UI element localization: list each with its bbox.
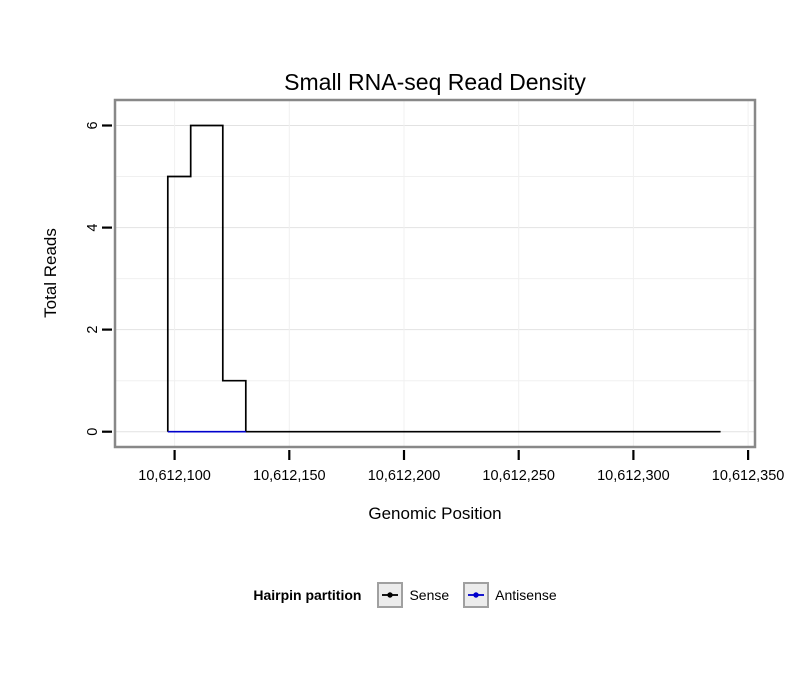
y-tick-label: 6 bbox=[85, 121, 101, 129]
panel-border bbox=[113, 98, 757, 449]
legend-entry-sense: Sense bbox=[377, 582, 449, 608]
legend-title: Hairpin partition bbox=[253, 587, 362, 603]
x-tick-label: 10,612,200 bbox=[368, 468, 441, 484]
y-tick-label: 2 bbox=[85, 326, 101, 334]
legend: Hairpin partition Sense Antisense bbox=[0, 582, 810, 608]
y-tick-label: 4 bbox=[85, 224, 101, 232]
legend-key-antisense-icon bbox=[463, 582, 490, 608]
x-tick-label: 10,612,350 bbox=[712, 468, 785, 484]
chart-title: Small RNA-seq Read Density bbox=[284, 69, 586, 95]
legend-entries: Sense Antisense bbox=[377, 582, 557, 608]
legend-label: Sense bbox=[409, 587, 450, 603]
legend-entry-antisense: Antisense bbox=[463, 582, 557, 608]
x-axis-label: Genomic Position bbox=[368, 504, 501, 523]
plot-panel bbox=[115, 100, 755, 447]
legend-label: Antisense bbox=[495, 587, 557, 603]
legend-glyph-icon bbox=[468, 592, 485, 598]
plot-area: Small RNA-seq Read Density Genomic Posit… bbox=[41, 69, 785, 523]
x-tick-label: 10,612,100 bbox=[138, 468, 211, 484]
legend-glyph-icon bbox=[382, 592, 399, 598]
x-tick-label: 10,612,150 bbox=[253, 468, 326, 484]
y-tick-label: 0 bbox=[85, 428, 101, 436]
x-tick-label: 10,612,300 bbox=[597, 468, 670, 484]
y-axis-label: Total Reads bbox=[41, 228, 60, 318]
legend-key-sense-icon bbox=[377, 582, 404, 608]
x-tick-label: 10,612,250 bbox=[482, 468, 555, 484]
series-sense-line bbox=[166, 124, 721, 433]
